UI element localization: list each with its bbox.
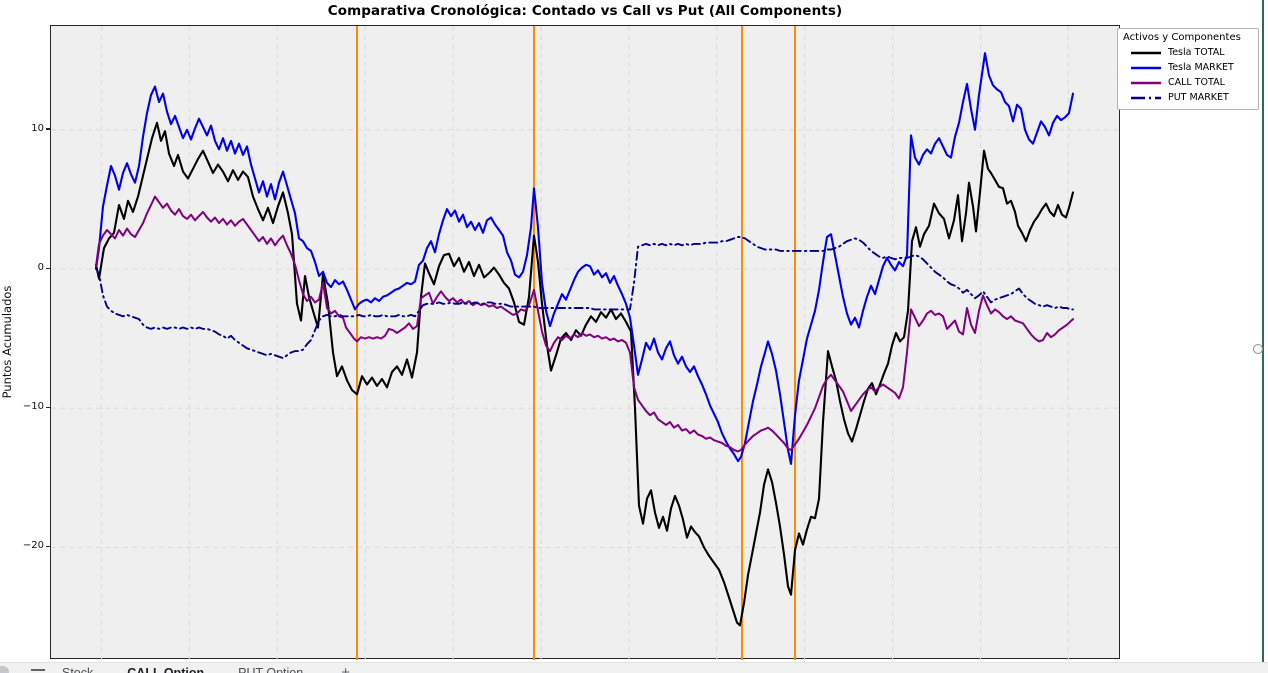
legend-label: Tesla TOTAL bbox=[1168, 47, 1225, 58]
legend-item-tesla-total: Tesla TOTAL bbox=[1123, 45, 1253, 60]
legend-label: Tesla MARKET bbox=[1168, 62, 1234, 73]
sheet-tab-put-option[interactable]: PUT Option bbox=[238, 666, 304, 673]
hamburger-icon[interactable] bbox=[31, 669, 45, 673]
call-total-line-sample bbox=[1131, 81, 1161, 84]
y-axis-label: Puntos Acumulados bbox=[0, 285, 14, 399]
y-tick-mark bbox=[46, 406, 50, 409]
legend-item-call-total: CALL TOTAL bbox=[1123, 75, 1253, 90]
put-market-line-sample bbox=[1131, 96, 1161, 99]
panel-edge-line bbox=[1262, 0, 1264, 662]
plot-svg bbox=[51, 26, 1121, 660]
y-tick-mark bbox=[46, 128, 50, 130]
add-sheet-button[interactable]: + bbox=[341, 664, 350, 673]
legend-title: Activos y Componentes bbox=[1123, 32, 1241, 43]
y-tick-mark bbox=[46, 545, 50, 548]
legend-item-put-market: PUT MARKET bbox=[1123, 90, 1253, 105]
plot-area bbox=[50, 25, 1121, 660]
y-tick-label: 0 bbox=[37, 262, 44, 273]
y-tick-label: −10 bbox=[22, 401, 44, 413]
legend-label: CALL TOTAL bbox=[1168, 77, 1225, 88]
chart-title: Comparativa Cronológica: Contado vs Call… bbox=[327, 3, 843, 19]
tesla-total-line-sample bbox=[1131, 51, 1161, 54]
y-tick-label: −20 bbox=[22, 540, 44, 552]
sheet-tab-bar: Stock CALL Option PUT Option + bbox=[0, 662, 1268, 673]
panel-resize-handle[interactable] bbox=[1253, 344, 1263, 354]
y-tick-label: 10 bbox=[31, 122, 44, 134]
sheet-tab-stock[interactable]: Stock bbox=[62, 666, 94, 673]
legend-label: PUT MARKET bbox=[1168, 92, 1229, 103]
sheet-tab-call-option[interactable]: CALL Option bbox=[127, 666, 205, 673]
tesla-market-line-sample bbox=[1131, 66, 1161, 69]
legend-box: Activos y Componentes Tesla TOTAL Tesla … bbox=[1117, 28, 1259, 110]
scroll-corner-mark bbox=[0, 666, 9, 673]
y-tick-mark bbox=[46, 267, 50, 269]
legend-item-tesla-market: Tesla MARKET bbox=[1123, 60, 1253, 75]
